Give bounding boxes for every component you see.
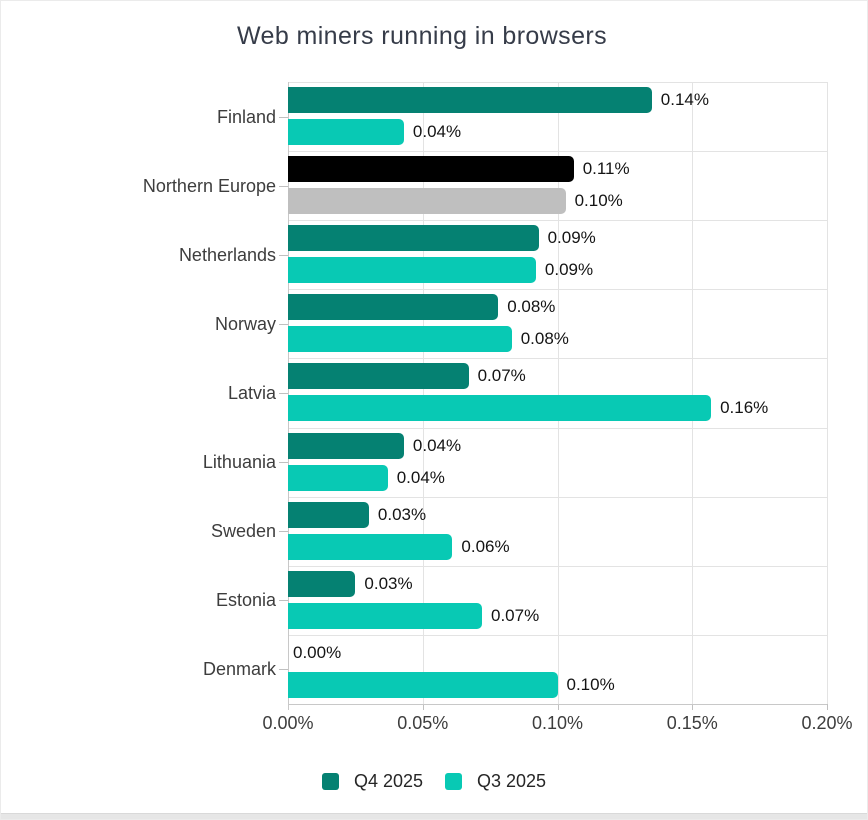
y-axis-tick — [279, 392, 288, 394]
x-axis-tick-label: 0.15% — [666, 712, 718, 733]
bar-q3[interactable] — [288, 533, 453, 560]
bar-q3[interactable] — [288, 119, 404, 145]
category-label: Estonia — [215, 590, 276, 611]
category-label: Lithuania — [202, 452, 276, 473]
bar-value-label: 0.14% — [660, 90, 709, 109]
y-axis-tick — [279, 254, 288, 256]
bar-value-label: 0.09% — [544, 260, 594, 280]
bar-q4[interactable] — [288, 432, 404, 459]
y-axis-tick — [279, 116, 288, 118]
bar-value-label: 0.09% — [547, 228, 596, 248]
bar-value-label: 0.04% — [412, 122, 462, 141]
bar-value-label: 0.07% — [491, 605, 540, 625]
bar-q4[interactable] — [288, 570, 356, 597]
category-label: Northern Europe — [142, 175, 276, 196]
x-axis-tick-label: 0.20% — [801, 712, 853, 733]
bar-q4[interactable] — [288, 87, 652, 113]
category-label: Denmark — [202, 659, 276, 680]
bar-value-label: 0.16% — [720, 398, 769, 418]
category-label: Norway — [214, 313, 276, 334]
category-label: Finland — [216, 106, 276, 127]
legend-label-q3: Q3 2025 — [477, 771, 547, 791]
y-axis-tick — [279, 323, 288, 325]
bar-value-label: 0.11% — [582, 159, 630, 179]
bar-q3[interactable] — [288, 464, 388, 491]
legend-swatch-q3-icon — [445, 773, 462, 790]
bar-value-label: 0.04% — [412, 435, 462, 455]
gridline-vertical — [422, 82, 424, 704]
legend-label-q4: Q4 2025 — [353, 771, 423, 791]
chart-title: Web miners running in browsers — [236, 22, 608, 50]
bar-value-label: 0.10% — [574, 191, 623, 211]
x-axis-line — [288, 703, 827, 705]
category-label: Sweden — [210, 521, 276, 542]
category-label: Netherlands — [178, 244, 276, 265]
bar-q4[interactable] — [288, 156, 574, 183]
bar-q4[interactable] — [288, 294, 499, 321]
bar-value-label: 0.04% — [396, 467, 445, 487]
legend-item-q4-2025[interactable]: Q4 2025 — [321, 771, 423, 792]
bar-value-label: 0.03% — [364, 573, 413, 593]
x-axis-tick-label: 0.05% — [397, 712, 449, 733]
bar-value-label: 0.00% — [293, 642, 342, 662]
bar-value-label: 0.07% — [477, 366, 526, 386]
bar-value-label: 0.08% — [520, 329, 569, 349]
bar-value-label: 0.08% — [507, 297, 556, 317]
y-axis-tick — [279, 669, 288, 671]
y-axis-tick — [279, 185, 288, 187]
gridline-vertical — [557, 82, 559, 704]
x-axis-tick — [692, 703, 694, 710]
bar-q3[interactable] — [288, 326, 512, 353]
bar-q3[interactable] — [288, 671, 558, 698]
x-axis-tick — [557, 703, 559, 710]
gridline-vertical — [827, 82, 828, 704]
x-axis-tick — [422, 703, 424, 710]
bar-value-label: 0.10% — [566, 674, 615, 694]
y-axis-tick — [279, 462, 288, 464]
gridline-vertical — [692, 82, 694, 704]
bar-value-label: 0.03% — [377, 504, 427, 524]
bar-q3[interactable] — [288, 602, 482, 629]
legend-swatch-q4-icon — [321, 773, 339, 790]
x-axis-tick-label: 0.00% — [262, 712, 314, 733]
bar-q4[interactable] — [288, 363, 469, 390]
y-axis-tick — [279, 600, 288, 602]
x-axis-tick — [827, 703, 828, 710]
bar-q3[interactable] — [288, 257, 536, 284]
bar-q3[interactable] — [288, 395, 712, 422]
y-axis-tick — [279, 531, 288, 533]
window-bottom-edge — [1, 813, 867, 819]
bar-q4[interactable] — [288, 501, 369, 528]
bar-q4[interactable] — [288, 225, 539, 252]
category-label: Latvia — [227, 382, 276, 403]
bar-q3[interactable] — [288, 188, 566, 215]
legend: Q4 2025 Q3 2025 — [1, 771, 867, 792]
x-axis-tick-label: 0.10% — [531, 712, 584, 733]
bar-value-label: 0.06% — [461, 536, 510, 556]
legend-item-q3-2025[interactable]: Q3 2025 — [445, 771, 546, 792]
